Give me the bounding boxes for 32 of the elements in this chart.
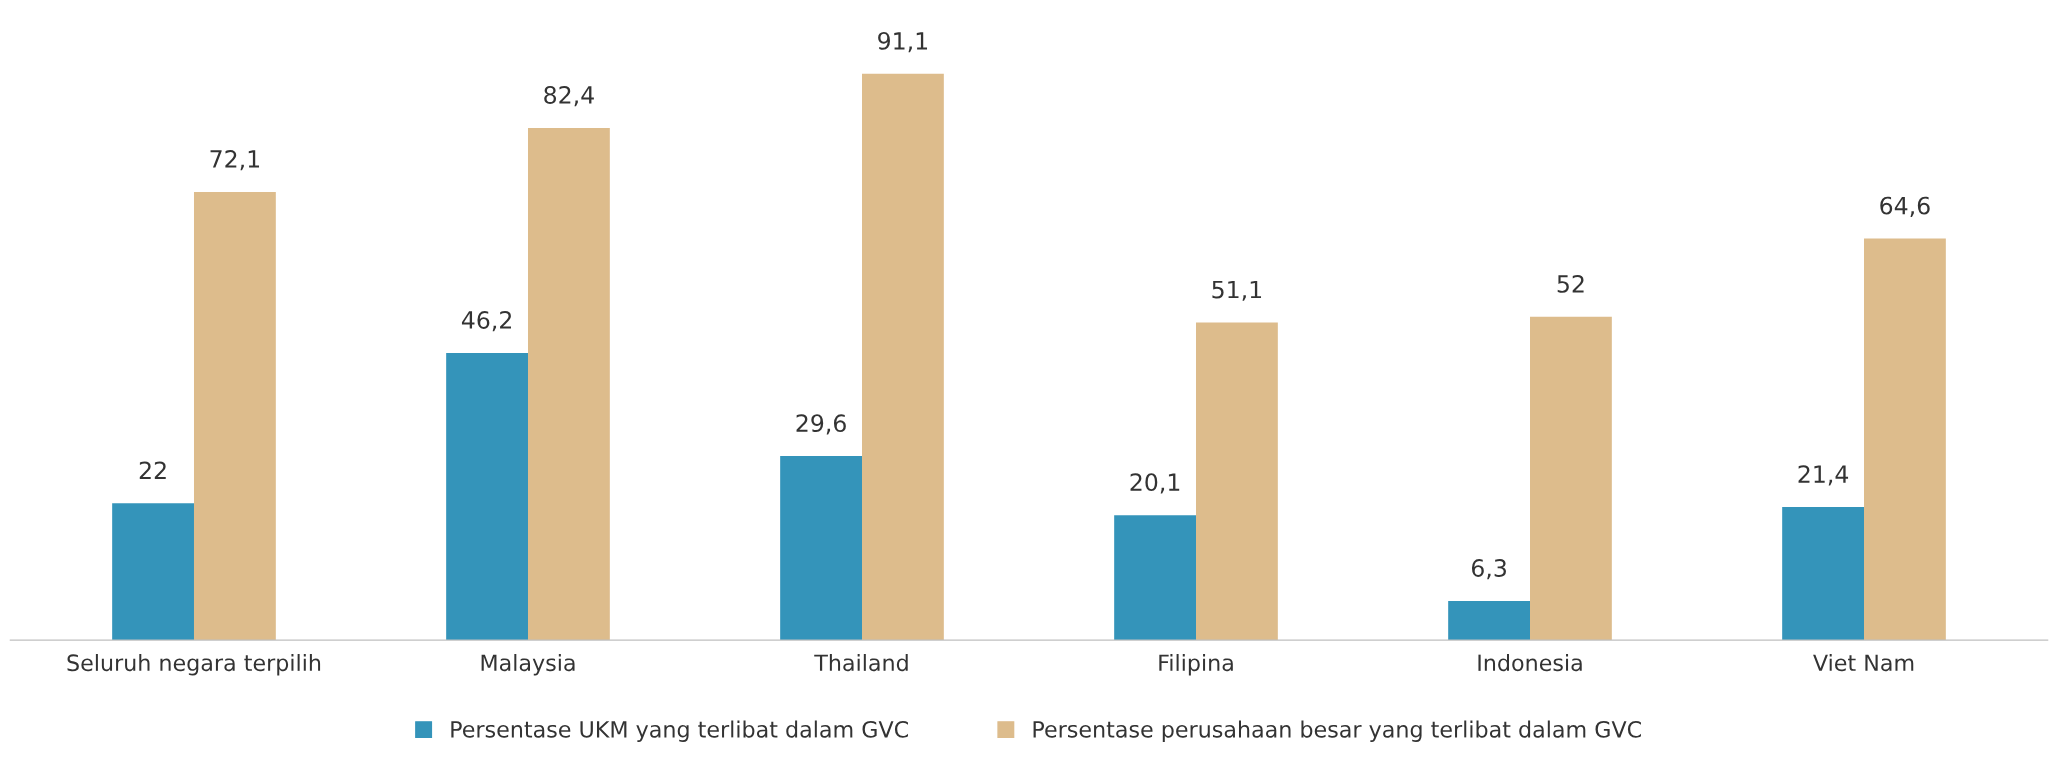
bar bbox=[528, 127, 610, 641]
data-label: 46,2 bbox=[461, 311, 511, 332]
bar bbox=[862, 73, 944, 641]
bar bbox=[1196, 322, 1278, 641]
bar bbox=[1864, 238, 1946, 641]
data-label: 72,1 bbox=[210, 150, 260, 171]
x-tick-label: Thailand bbox=[814, 653, 908, 672]
bar bbox=[780, 456, 862, 641]
data-label: 52 bbox=[1557, 274, 1584, 293]
x-tick-label: Filipina bbox=[1159, 653, 1233, 676]
data-label: 22 bbox=[139, 461, 166, 479]
x-tick-label: Viet Nam bbox=[1813, 653, 1914, 672]
data-label: 64,6 bbox=[1880, 196, 1930, 217]
bar bbox=[1530, 316, 1612, 641]
bar bbox=[193, 191, 276, 641]
data-label: 21,4 bbox=[1798, 465, 1849, 486]
data-label: 91,1 bbox=[878, 31, 928, 53]
bar bbox=[1448, 600, 1530, 641]
legend-label: Persentase perusahaan besar yang terlibat dalam GVC bbox=[1033, 720, 1641, 742]
data-label: 20,1 bbox=[1130, 473, 1180, 494]
x-tick-label: Indonesia bbox=[1478, 653, 1582, 672]
data-label: 82,4 bbox=[544, 86, 594, 107]
bar bbox=[1114, 515, 1196, 641]
x-tick-label: Seluruh negara terpilih bbox=[67, 653, 321, 676]
bar bbox=[446, 352, 528, 641]
legend-label: Persentase UKM yang terlibat dalam GVC bbox=[451, 720, 908, 742]
bar bbox=[1782, 507, 1865, 641]
data-label: 29,6 bbox=[796, 414, 846, 435]
data-label: 6,3 bbox=[1471, 559, 1506, 580]
bar bbox=[112, 503, 194, 641]
x-tick-label: Malaysia bbox=[481, 653, 575, 676]
data-label: 51,1 bbox=[1212, 280, 1262, 301]
